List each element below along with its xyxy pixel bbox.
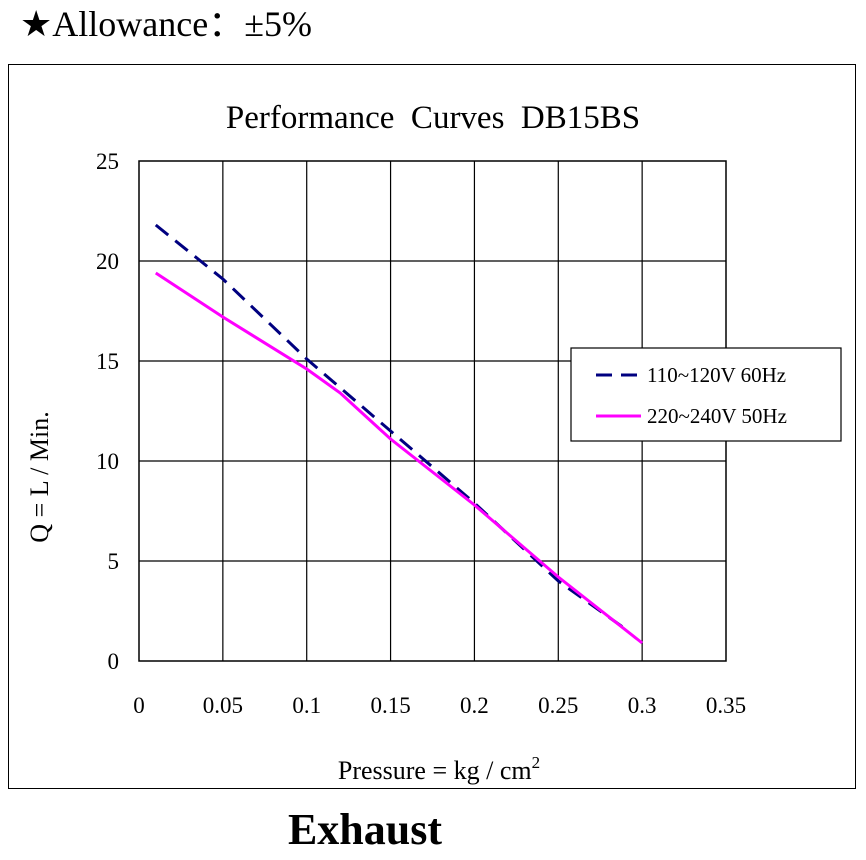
chart-frame: 0 0.05 0.1 0.15 0.2 0.25 0.3 0.35 0 5 10 15 20 25 Pe… [8,64,856,789]
x-tick-label: 0.3 [628,693,657,718]
x-axis-label: Pressure = kg / cm2 [338,753,540,785]
y-tick-label: 25 [96,149,119,174]
legend-label-2: 220~240V 50Hz [647,404,787,428]
x-tick-label: 0 [133,693,145,718]
y-tick-label: 0 [108,649,120,674]
x-axis-label-superscript: 2 [532,753,541,772]
y-tick-label: 20 [96,249,119,274]
y-tick-label: 15 [96,349,119,374]
y-tick-labels: 0 5 10 15 20 25 [96,149,119,674]
x-tick-label: 0.35 [706,693,746,718]
y-tick-label: 5 [108,549,120,574]
x-tick-label: 0.05 [203,693,243,718]
x-tick-label: 0.2 [460,693,489,718]
series-line-1 [154,223,627,631]
series-line-2 [154,271,644,645]
y-axis-label: Q = L / Min. [25,411,54,542]
y-tick-label: 10 [96,449,119,474]
x-tick-label: 0.15 [370,693,410,718]
footer-label: Exhaust [287,805,443,854]
series-lines [154,223,644,645]
legend-label-1: 110~120V 60Hz [647,363,786,387]
chart-title: Performance Curves DB15BS [226,100,640,136]
performance-chart: 0 0.05 0.1 0.15 0.2 0.25 0.3 0.35 0 5 10 15 20 25 Pe… [25,100,842,785]
legend: 110~120V 60Hz 220~240V 50Hz [570,347,842,442]
x-axis-label-text: Pressure = kg / cm [338,756,532,785]
x-tick-label: 0.25 [538,693,578,718]
allowance-note: ★Allowance：±5% [20,4,312,44]
x-tick-labels: 0 0.05 0.1 0.15 0.2 0.25 0.3 0.35 [133,693,746,718]
x-tick-label: 0.1 [292,693,321,718]
legend-box [570,347,842,442]
